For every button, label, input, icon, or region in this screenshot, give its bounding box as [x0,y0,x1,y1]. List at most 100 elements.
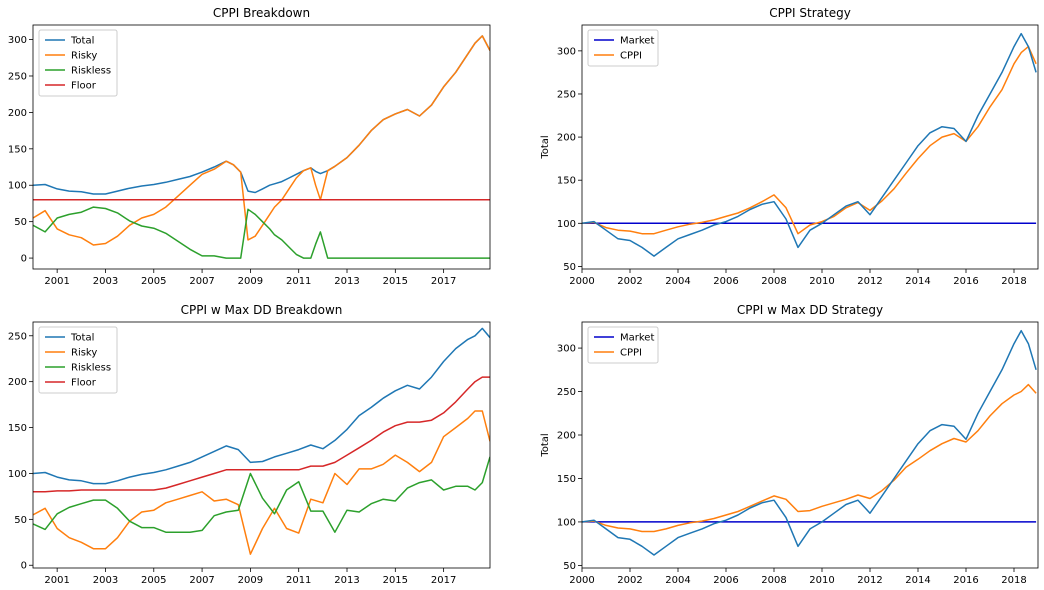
x-tick-label: 2014 [905,276,930,287]
y-tick-label: 250 [557,89,576,100]
x-tick-label: 2008 [761,276,786,287]
legend-label-riskless: Riskless [71,66,111,77]
x-tick-label: 2014 [905,575,930,586]
series-line-riskless [33,456,490,533]
y-tick-label: 300 [557,46,576,57]
y-tick-label: 150 [557,176,576,187]
chart-2: CPPI Strategy Total 50 100 150 200 250 300 2000 2… [540,6,1039,287]
y-axis-label: Total [540,135,551,159]
x-tick-label: 2011 [286,276,311,287]
x-tick-label: 2009 [238,276,263,287]
x-tick-label: 2017 [431,575,456,586]
x-tick-label: 2012 [857,276,882,287]
legend: Total Risky Riskless Floor [38,29,118,97]
legend-label-floor: Floor [71,378,97,389]
x-tick-label: 2004 [665,276,690,287]
y-tick-label: 200 [557,431,576,442]
legend-label-market: Market [620,333,654,344]
x-tick-label: 2018 [1001,276,1026,287]
x-tick-label: 2015 [383,575,408,586]
y-tick-label: 200 [8,108,27,119]
chart-title: CPPI w Max DD Breakdown [181,303,343,317]
legend-label-cppi: CPPI [620,51,642,62]
y-tick-label: 250 [557,387,576,398]
y-tick-label: 150 [8,144,27,155]
y-tick-label: 250 [8,71,27,82]
y-tick-label: 300 [557,344,576,355]
x-tick-label: 2007 [189,276,214,287]
y-tick-label: 0 [21,254,27,265]
series-line-riskless [33,206,490,259]
y-tick-label: 100 [8,181,27,192]
x-tick-label: 2013 [334,575,359,586]
legend-label-market: Market [620,36,654,47]
series-line-risky [33,410,490,555]
chart-1: CPPI Breakdown 0 50 100 150 200 250 300 2001 2003… [8,6,491,287]
series-line-cppi [582,383,1037,533]
y-tick-label: 50 [563,262,576,273]
x-tick-label: 2006 [713,575,738,586]
axes-frame [581,24,1039,270]
x-tick-label: 2005 [141,575,166,586]
legend-label-total: Total [70,333,94,344]
chart-title: CPPI Strategy [769,6,851,20]
x-tick-label: 2015 [383,276,408,287]
y-tick-label: 50 [563,561,576,572]
legend: Total Risky Riskless Floor [38,326,118,394]
legend-box [587,326,659,364]
x-tick-label: 2008 [761,575,786,586]
x-tick-label: 2016 [953,575,978,586]
legend-label-cppi: CPPI [620,348,642,359]
x-tick-label: 2002 [617,276,642,287]
legend-box [38,326,118,394]
x-tick-label: 2004 [665,575,690,586]
x-tick-label: 2007 [189,575,214,586]
axes-frame [581,321,1039,569]
y-tick-label: 300 [8,35,27,46]
x-tick-label: 2001 [44,276,69,287]
y-tick-label: 0 [21,561,27,572]
series-lines [582,32,1037,257]
series-line-risky [33,35,490,246]
x-tick-label: 2010 [809,276,834,287]
legend-label-riskless: Riskless [71,363,111,374]
legend-label-total: Total [70,36,94,47]
x-tick-label: 2000 [569,575,594,586]
y-tick-label: 100 [8,469,27,480]
x-tick-label: 2013 [334,276,359,287]
x-tick-label: 2005 [141,276,166,287]
legend: Market CPPI [587,29,659,67]
x-tick-label: 2012 [857,575,882,586]
y-tick-label: 150 [557,474,576,485]
y-tick-label: 50 [14,217,27,228]
x-tick-label: 2003 [93,575,118,586]
chart-4: CPPI w Max DD Strategy Total 50 100 150 200 25… [540,303,1039,586]
legend-box [38,29,118,97]
chart-title: CPPI w Max DD Strategy [737,303,883,317]
y-tick-label: 50 [14,515,27,526]
series-line-cppi [582,45,1037,235]
legend-label-risky: Risky [71,51,97,62]
x-tick-label: 2006 [713,276,738,287]
series-line-total [33,327,490,485]
series-lines [582,329,1037,556]
y-tick-label: 150 [8,423,27,434]
x-tick-label: 2000 [569,276,594,287]
chart-title: CPPI Breakdown [213,6,310,20]
y-axis-label: Total [540,433,551,457]
y-tick-label: 100 [557,219,576,230]
legend-box [587,29,659,67]
x-tick-label: 2003 [93,276,118,287]
legend: Market CPPI [587,326,659,364]
series-lines [33,35,490,259]
x-tick-label: 2017 [431,276,456,287]
x-tick-label: 2002 [617,575,642,586]
x-tick-label: 2011 [286,575,311,586]
series-line-floor [33,376,490,493]
legend-label-floor: Floor [71,81,97,92]
x-tick-label: 2018 [1001,575,1026,586]
x-tick-label: 2010 [809,575,834,586]
y-tick-label: 200 [557,133,576,144]
